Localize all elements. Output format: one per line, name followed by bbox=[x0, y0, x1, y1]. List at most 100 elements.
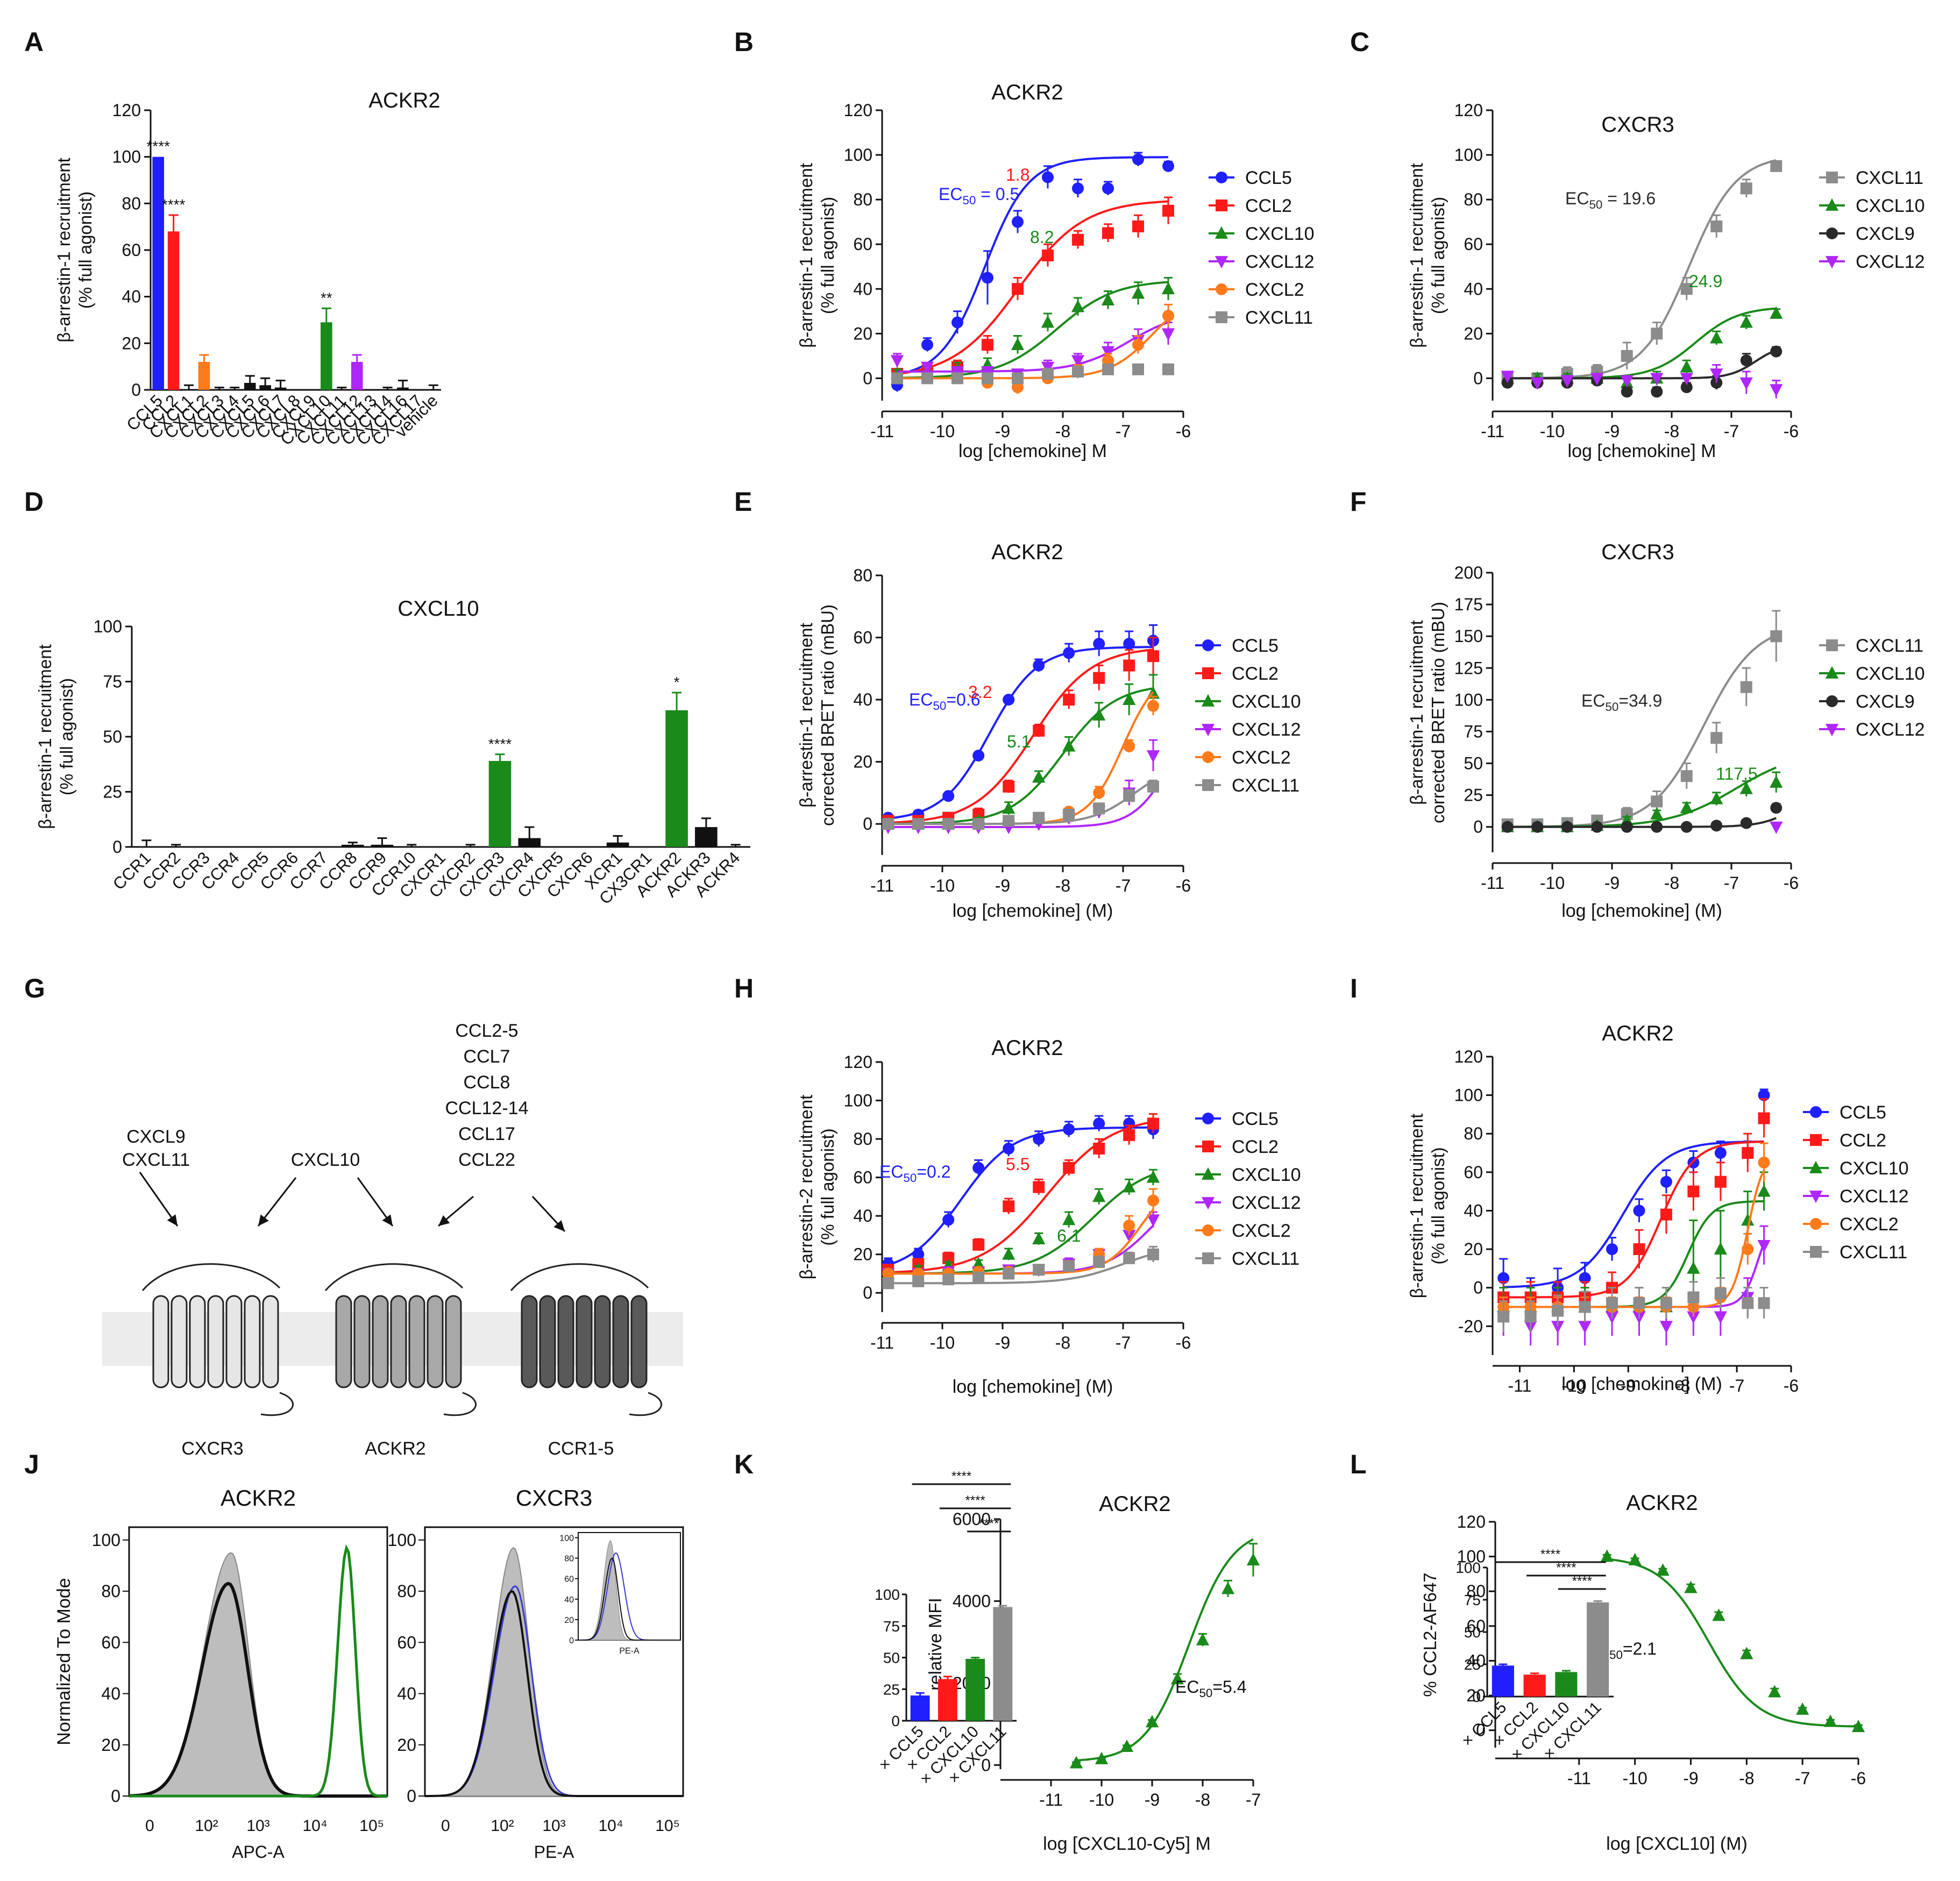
y-axis-label: β-arrestin-1 recruitment bbox=[54, 158, 74, 343]
data-point bbox=[1123, 1220, 1135, 1232]
bar-CXCL12 bbox=[351, 362, 363, 390]
panel-label: K bbox=[734, 1449, 754, 1479]
y-tick-label: 80 bbox=[1464, 190, 1483, 209]
data-point bbox=[1123, 692, 1136, 706]
data-point bbox=[1825, 666, 1839, 679]
x-tick-label: -10 bbox=[1540, 422, 1565, 441]
y-tick-label: -20 bbox=[1458, 1316, 1483, 1336]
ligand-label: CXCL11 bbox=[122, 1150, 190, 1170]
data-point bbox=[1032, 770, 1046, 783]
x-axis-label: log [chemokine] (M) bbox=[1561, 1374, 1722, 1394]
ec50-label: EC50=5.4 bbox=[1175, 1677, 1247, 1700]
data-point bbox=[1659, 1321, 1673, 1334]
data-point bbox=[1120, 1739, 1134, 1752]
x-tick-label: -10 bbox=[1622, 1769, 1647, 1788]
data-point bbox=[1102, 354, 1114, 367]
legend-entry: CXCL10 bbox=[1856, 664, 1925, 684]
data-point bbox=[1147, 1248, 1159, 1260]
data-point bbox=[1063, 1162, 1075, 1174]
tm-helix bbox=[189, 1295, 206, 1388]
data-point bbox=[1033, 1133, 1045, 1145]
x-tick-label: -8 bbox=[1195, 1790, 1210, 1809]
series-CXCL11: CXCL11 bbox=[882, 775, 1299, 830]
data-point bbox=[1758, 1089, 1770, 1101]
panel-F: F CXCR3 0 25 50 75 100 125 150 175 200 -11 -10 -9 -8 -7… bbox=[1350, 487, 1925, 921]
data-point bbox=[942, 790, 955, 802]
data-point bbox=[1102, 182, 1114, 195]
ligand-label: CCL8 bbox=[464, 1072, 510, 1093]
legend-entry: CXCL11 bbox=[1232, 775, 1299, 796]
data-point bbox=[1739, 315, 1753, 328]
tm-helix bbox=[262, 1295, 279, 1388]
data-point bbox=[1123, 638, 1135, 650]
inset-tick-label: 75 bbox=[1464, 1592, 1481, 1608]
x-tick-label: -11 bbox=[870, 876, 894, 895]
y-tick-label: 0 bbox=[1473, 817, 1483, 837]
x-tick-label: -8 bbox=[1055, 1333, 1070, 1352]
data-point bbox=[1162, 363, 1174, 375]
chart-title: ACKR2 bbox=[991, 540, 1063, 564]
arrow-head bbox=[258, 1214, 269, 1226]
y-tick-label: 0 bbox=[131, 380, 141, 400]
data-point bbox=[1739, 377, 1753, 390]
series-CCL5: CCL5 bbox=[882, 1109, 1279, 1270]
legend-entry: CCL2 bbox=[1245, 196, 1292, 216]
x-tick-label: -6 bbox=[1176, 422, 1191, 441]
data-point bbox=[1770, 821, 1783, 834]
y-tick-label: 120 bbox=[844, 101, 872, 120]
chart-title: ACKR2 bbox=[368, 89, 440, 112]
data-point bbox=[1062, 739, 1076, 752]
data-point bbox=[942, 1273, 955, 1286]
significance-stars: **** bbox=[1556, 1561, 1576, 1575]
tm-helix bbox=[427, 1295, 444, 1388]
data-point bbox=[882, 818, 894, 830]
data-point bbox=[1621, 821, 1633, 833]
series-CXCL12: CXCL12 bbox=[1501, 252, 1925, 398]
y-tick-label: 0 bbox=[1473, 368, 1483, 388]
data-point bbox=[1742, 1243, 1754, 1256]
data-point bbox=[1162, 310, 1174, 322]
data-point bbox=[1063, 647, 1075, 659]
data-point bbox=[1012, 216, 1024, 228]
bar-CCL5 bbox=[152, 156, 165, 390]
data-point bbox=[972, 1257, 985, 1270]
x-tick-label: -9 bbox=[995, 422, 1010, 441]
data-point bbox=[1003, 694, 1015, 706]
y-tick-label: 60 bbox=[397, 1633, 416, 1652]
series-CXCL12: CXCL12 bbox=[1770, 719, 1925, 834]
data-point bbox=[1650, 807, 1664, 820]
cxcr3-histogram bbox=[424, 1585, 683, 1797]
inset-tick-label: 50 bbox=[1464, 1624, 1481, 1641]
legend-entry: CXCL12 bbox=[1840, 1186, 1909, 1207]
data-point bbox=[1742, 1297, 1754, 1309]
x-tick-label: -11 bbox=[1567, 1769, 1591, 1788]
receptor-ACKR2: ACKR2 bbox=[324, 1263, 477, 1459]
series-CXCL10-Cy5 bbox=[1069, 1538, 1260, 1769]
data-point bbox=[1132, 363, 1144, 375]
legend-entry: CCL5 bbox=[1840, 1102, 1886, 1123]
data-point bbox=[1531, 821, 1544, 833]
x-decade-label: 0 bbox=[441, 1817, 450, 1835]
x-decade-label: 10² bbox=[195, 1817, 218, 1835]
y-tick-label: 120 bbox=[1454, 101, 1483, 120]
data-point bbox=[1161, 328, 1175, 341]
inset-tick-label: 100 bbox=[1455, 1559, 1481, 1576]
y-tick-label: 125 bbox=[1454, 658, 1483, 678]
legend-entry: CXCL2 bbox=[1232, 1221, 1291, 1241]
data-point bbox=[1032, 1231, 1046, 1244]
panel-label: C bbox=[1350, 27, 1369, 57]
ec50-label: 5.5 bbox=[1006, 1155, 1029, 1174]
y-tick-label: 20 bbox=[101, 1735, 120, 1755]
data-point bbox=[1063, 1260, 1075, 1272]
x-axis-label: log [chemokine] (M) bbox=[953, 1377, 1113, 1397]
y-tick-label: 0 bbox=[112, 837, 122, 857]
data-point bbox=[1002, 1247, 1015, 1260]
data-point bbox=[1770, 160, 1783, 172]
data-point bbox=[1680, 801, 1693, 814]
y-axis-label: corrected BRET ratio (mBU) bbox=[1428, 602, 1448, 823]
arrow-head bbox=[553, 1220, 565, 1231]
data-point bbox=[1497, 1310, 1510, 1323]
data-point bbox=[1684, 1580, 1698, 1593]
significance-stars: **** bbox=[1540, 1547, 1560, 1562]
